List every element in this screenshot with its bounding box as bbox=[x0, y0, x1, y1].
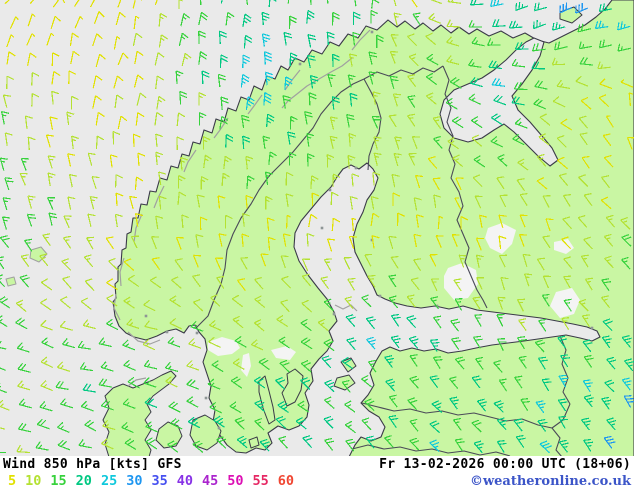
legend-value-5: 5 bbox=[8, 473, 17, 489]
legend-value-45: 45 bbox=[202, 473, 219, 489]
city-dots-layer bbox=[144, 30, 594, 430]
legend-value-10: 10 bbox=[25, 473, 42, 489]
wind-map-850hpa bbox=[0, 0, 634, 457]
scandinavia-map-canvas bbox=[0, 0, 634, 457]
map-footer: Wind 850 hPa [kts] GFS Fr 13-02-2026 00:… bbox=[0, 456, 634, 490]
copyright-link[interactable]: ©weatheronline.co.uk bbox=[469, 474, 631, 489]
legend-value-20: 20 bbox=[75, 473, 92, 489]
legend-value-15: 15 bbox=[50, 473, 67, 489]
legend-value-50: 50 bbox=[227, 473, 244, 489]
legend-value-55: 55 bbox=[252, 473, 269, 489]
legend-value-25: 25 bbox=[100, 473, 118, 489]
legend-value-60: 60 bbox=[277, 473, 295, 489]
country-borders-layer bbox=[195, 65, 571, 457]
valid-time-label: Fr 13-02-2026 00:00 UTC (18+06) bbox=[379, 457, 631, 472]
wind-speed-legend: 5 10 15 20 25 30 35 40 45 50 55 60 bbox=[3, 473, 294, 490]
map-title: Wind 850 hPa [kts] GFS bbox=[3, 457, 182, 472]
legend-value-35: 35 bbox=[151, 473, 168, 489]
legend-value-40: 40 bbox=[176, 473, 193, 489]
wind-barbs-layer bbox=[0, 0, 634, 454]
legend-value-30: 30 bbox=[126, 473, 143, 489]
